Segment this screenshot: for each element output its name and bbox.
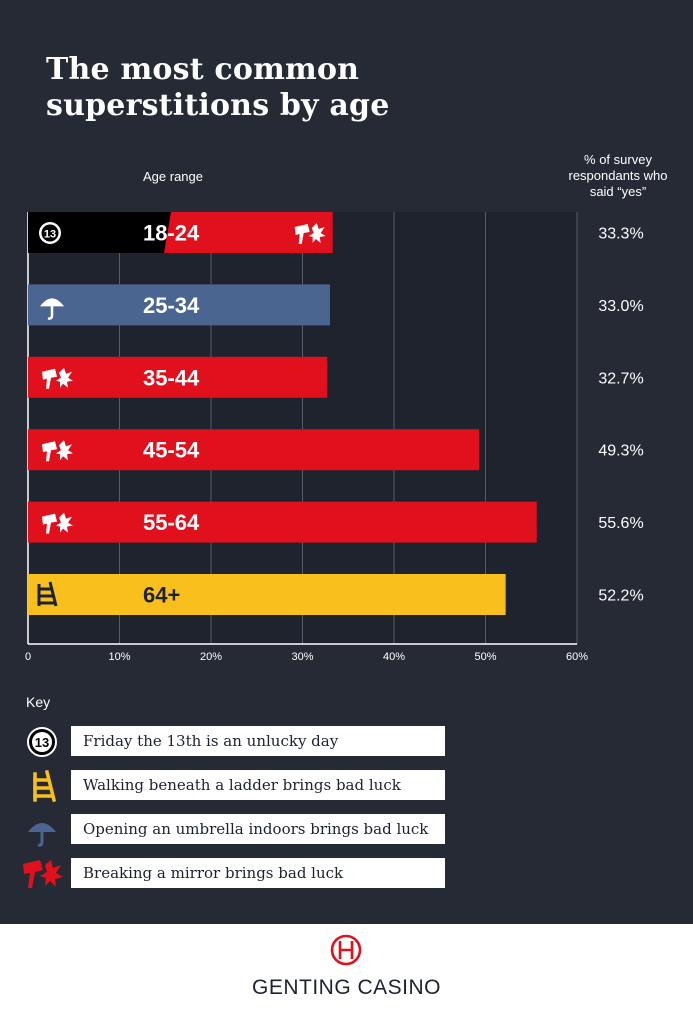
value-label: 55.6% <box>598 515 643 532</box>
bar-group-55-64: 55-64 <box>28 501 537 543</box>
category-label: 18-24 <box>143 221 200 246</box>
bar-group-64+: 64+ <box>28 574 506 615</box>
title-line-2: superstitions by age <box>46 88 390 123</box>
category-label: 55-64 <box>143 510 200 535</box>
broken-mirror-icon <box>42 512 73 534</box>
bar <box>28 284 330 326</box>
percent-label-line-1: % of survey <box>584 152 652 167</box>
umbrella-icon <box>28 823 56 847</box>
age-range-label: Age range <box>143 169 203 184</box>
bar-split-friday13 <box>28 212 171 253</box>
value-label: 33.0% <box>598 298 643 315</box>
category-label: 64+ <box>143 583 180 608</box>
bar <box>28 574 506 615</box>
x-tick-label: 10% <box>108 651 130 663</box>
key-label-friday13: Friday the 13th is an unlucky day <box>71 726 445 756</box>
x-tick-label: 60% <box>566 651 588 663</box>
broken-mirror-icon <box>42 367 73 389</box>
value-label: 49.3% <box>598 443 643 460</box>
friday13-icon: 13 <box>39 222 61 244</box>
broken-mirror-icon <box>23 860 63 888</box>
value-label: 32.7% <box>598 370 643 387</box>
broken-mirror-icon <box>294 223 326 244</box>
footer: GENTING CASINO <box>0 924 693 1010</box>
svg-text:13: 13 <box>44 229 56 241</box>
genting-logo-icon <box>330 934 362 966</box>
brand-name: GENTING CASINO <box>251 976 442 999</box>
key-title: Key <box>26 694 51 710</box>
bar-group-25-34: 25-34 <box>28 284 330 326</box>
value-label: 52.2% <box>598 588 643 605</box>
umbrella-icon <box>40 298 64 320</box>
x-tick-label: 0 <box>25 651 31 663</box>
x-tick-label: 50% <box>474 651 496 663</box>
svg-text:13: 13 <box>35 735 49 750</box>
percent-label-line-2: respondants who <box>568 168 668 183</box>
ladder-icon <box>37 581 58 607</box>
bar-chart: 0 10% 20% 30% 40% 50% 60% 13 18-24 33.3% 25-34 33.0… <box>25 212 644 663</box>
page-title: The most common superstitions by age <box>46 52 389 124</box>
broken-mirror-icon <box>42 440 73 462</box>
category-label: 45-54 <box>143 438 200 463</box>
x-tick-label: 30% <box>291 651 313 663</box>
bar-group-35-44: 35-44 <box>28 356 328 398</box>
key-label-mirror: Breaking a mirror brings bad luck <box>71 858 445 888</box>
ladder-icon <box>33 769 57 803</box>
key-label-ladder: Walking beneath a ladder brings bad luck <box>71 770 445 800</box>
percent-label-line-3: said “yes” <box>589 184 647 199</box>
bar <box>28 429 480 471</box>
x-tick-label: 20% <box>200 651 222 663</box>
category-label: 35-44 <box>143 365 200 390</box>
percent-column-label: % of survey respondants who said “yes” <box>548 152 688 200</box>
x-tick-label: 40% <box>383 651 405 663</box>
bar <box>28 356 328 398</box>
title-line-1: The most common <box>46 52 360 87</box>
category-label: 25-34 <box>143 293 200 318</box>
bar <box>28 501 537 543</box>
bar-group-45-54: 45-54 <box>28 429 480 471</box>
value-label: 33.3% <box>598 226 643 243</box>
friday13-icon: 13 <box>27 727 57 757</box>
bar-group-18-24: 13 18-24 <box>28 212 333 253</box>
key-label-umbrella: Opening an umbrella indoors brings bad l… <box>71 814 445 844</box>
